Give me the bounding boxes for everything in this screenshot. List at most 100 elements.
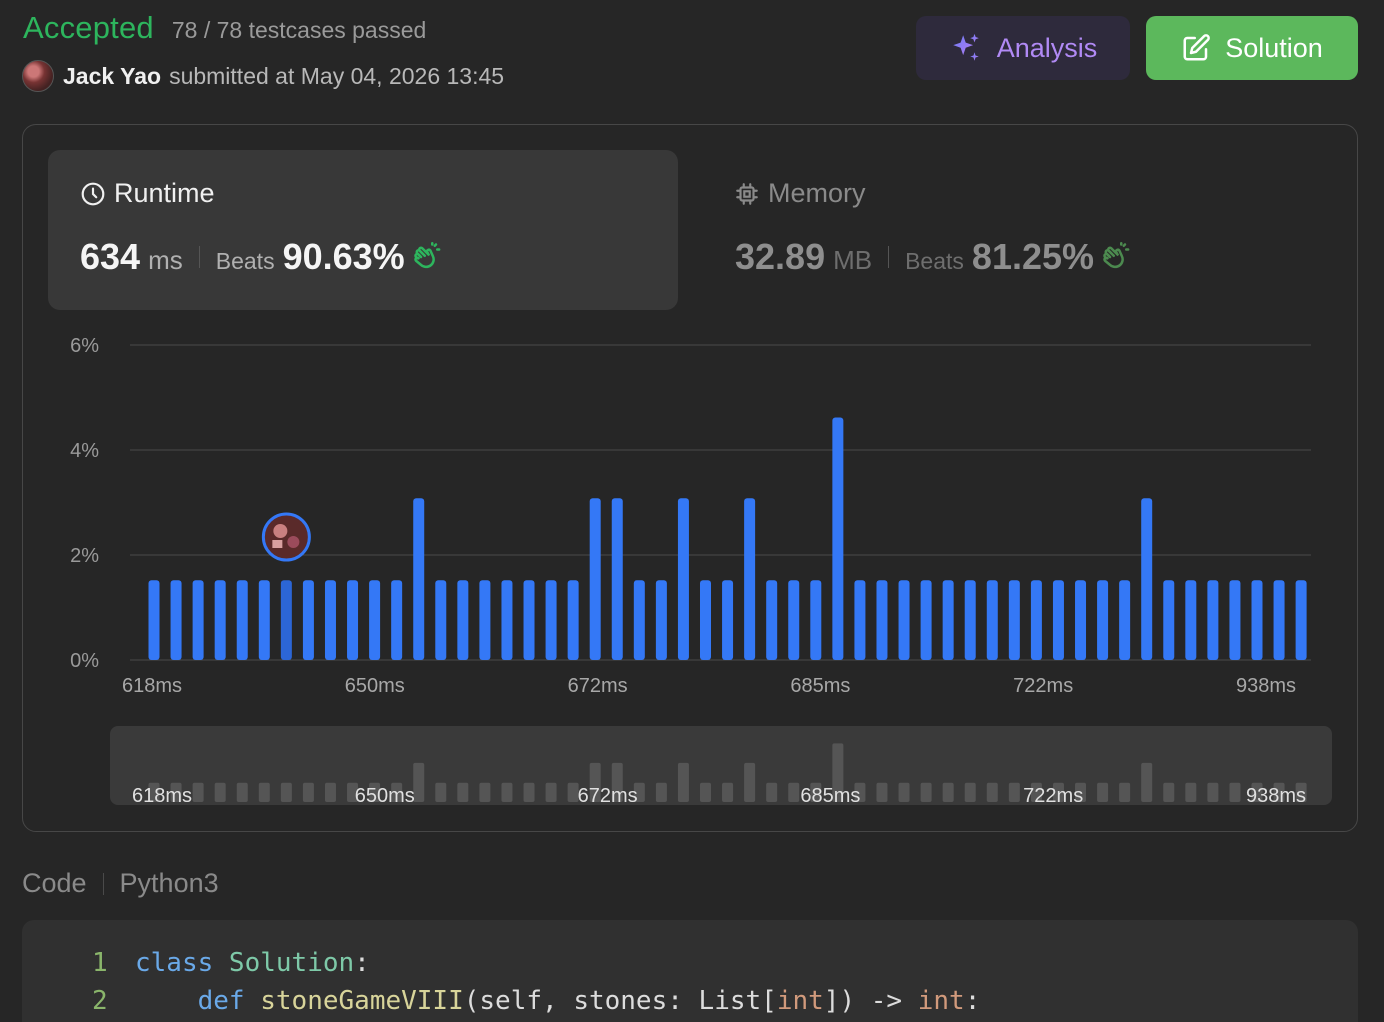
navigator-bar [214,782,226,802]
code-header: Code Python3 [22,868,219,899]
y-tick-label: 4% [70,440,99,462]
navigator-bar [280,782,292,802]
chart-bar [986,580,998,660]
chart-bar [1119,580,1131,660]
chart-bar [501,580,513,660]
navigator-tick-label: 938ms [1246,785,1306,807]
x-tick-label: 722ms [1013,675,1073,697]
navigator-bar [1273,782,1285,802]
solution-label: Solution [1225,32,1323,63]
chart-bar [457,580,469,660]
navigator-bar [1141,762,1153,802]
navigator-tick-label: 650ms [355,785,415,807]
chart-bar [1229,580,1241,660]
memory-unit: MB [833,245,873,275]
chart-bar [1207,580,1219,660]
runtime-card[interactable] [48,150,678,310]
memory-beats-label: Beats [905,248,964,274]
chart-x-axis: 618ms 650ms 672ms 685ms 722ms 938ms [122,675,1296,697]
chart-bar [1030,580,1042,660]
chart-bar [677,498,689,660]
navigator-bar [1207,782,1219,802]
chart-bar [898,580,910,660]
navigator-bar [1251,782,1263,802]
chart-bar [369,580,381,660]
runtime-value: 634 [80,236,141,277]
navigator-bar [479,782,491,802]
chart-bar [1141,498,1153,660]
navigator-bar [369,782,381,802]
navigator-tick-label: 672ms [578,785,638,807]
chart-bar [832,417,844,660]
navigator-bar [324,782,336,802]
range-navigator-bars [148,743,1307,802]
chart-bar [214,580,226,660]
chip-icon [736,182,758,205]
navigator-bar [1185,782,1197,802]
navigator-bar [766,782,778,802]
navigator-bar [655,782,667,802]
chart-bar [589,498,601,660]
analysis-label: Analysis [996,32,1098,63]
chart-bar [324,580,336,660]
code-block[interactable]: 1 class Solution: 2 def stoneGameVIII(self… [22,920,1358,1022]
x-tick-label: 685ms [790,675,850,697]
navigator-bar [810,782,822,802]
avatar[interactable] [22,60,54,92]
chart-bar [1163,580,1175,660]
navigator-bar [567,782,579,802]
navigator-bar [589,762,601,802]
range-navigator-labels: 618ms 650ms 672ms 685ms 722ms 938ms [132,785,1306,807]
performance-panel [22,124,1358,832]
chart-bar [545,580,557,660]
submitter-name[interactable]: Jack Yao [63,62,162,89]
line-number: 2 [92,986,108,1016]
navigator-bar [1229,782,1241,802]
memory-title-label: Memory [768,178,866,208]
navigator-bar [501,782,513,802]
navigator-tick-label: 685ms [800,785,860,807]
x-tick-label: 618ms [122,675,182,697]
y-tick-label: 2% [70,545,99,567]
memory-value: 32.89 [735,236,826,277]
navigator-bar [1163,782,1175,802]
chart-bars [148,417,1307,660]
navigator-tick-label: 618ms [132,785,192,807]
my-submission-marker[interactable] [261,512,311,562]
navigator-bar [920,782,932,802]
navigator-bar [898,782,910,802]
navigator-bar [876,782,888,802]
navigator-bar [391,782,403,802]
navigator-bar [1119,782,1131,802]
edit-icon [1183,34,1211,61]
chart-bar [920,580,932,660]
memory-title[interactable]: Memory [734,178,866,209]
chart-bar [1273,580,1285,660]
chart-bar [302,580,314,660]
navigator-bar [236,782,248,802]
navigator-bar [677,762,689,802]
y-tick-label: 0% [70,650,99,672]
submitter-info: Jack Yao submitted at May 04, 2026 13:45 [22,60,504,92]
navigator-bar [302,782,314,802]
marker-avatar-detail [287,536,300,548]
navigator-bar [722,782,734,802]
analysis-button[interactable]: Analysis [916,16,1130,80]
x-tick-label: 650ms [345,675,405,697]
navigator-bar [744,762,756,802]
chart-bar [170,580,182,660]
chart-bar [700,580,711,660]
memory-beats-percent: 81.25% [971,236,1095,277]
x-tick-label: 938ms [1236,675,1296,697]
navigator-bar [854,782,866,802]
code-text: def stoneGameVIII(self, stones: List[int… [197,986,981,1016]
chart-bar [722,580,734,660]
chart-bar [1251,580,1263,660]
submission-status: Accepted 78 / 78 testcases passed [23,10,426,46]
navigator-bar [633,782,645,802]
navigator-bar [545,782,557,802]
chart-bar [655,580,667,660]
chart-bar [435,580,447,660]
solution-button[interactable]: Solution [1146,16,1358,80]
